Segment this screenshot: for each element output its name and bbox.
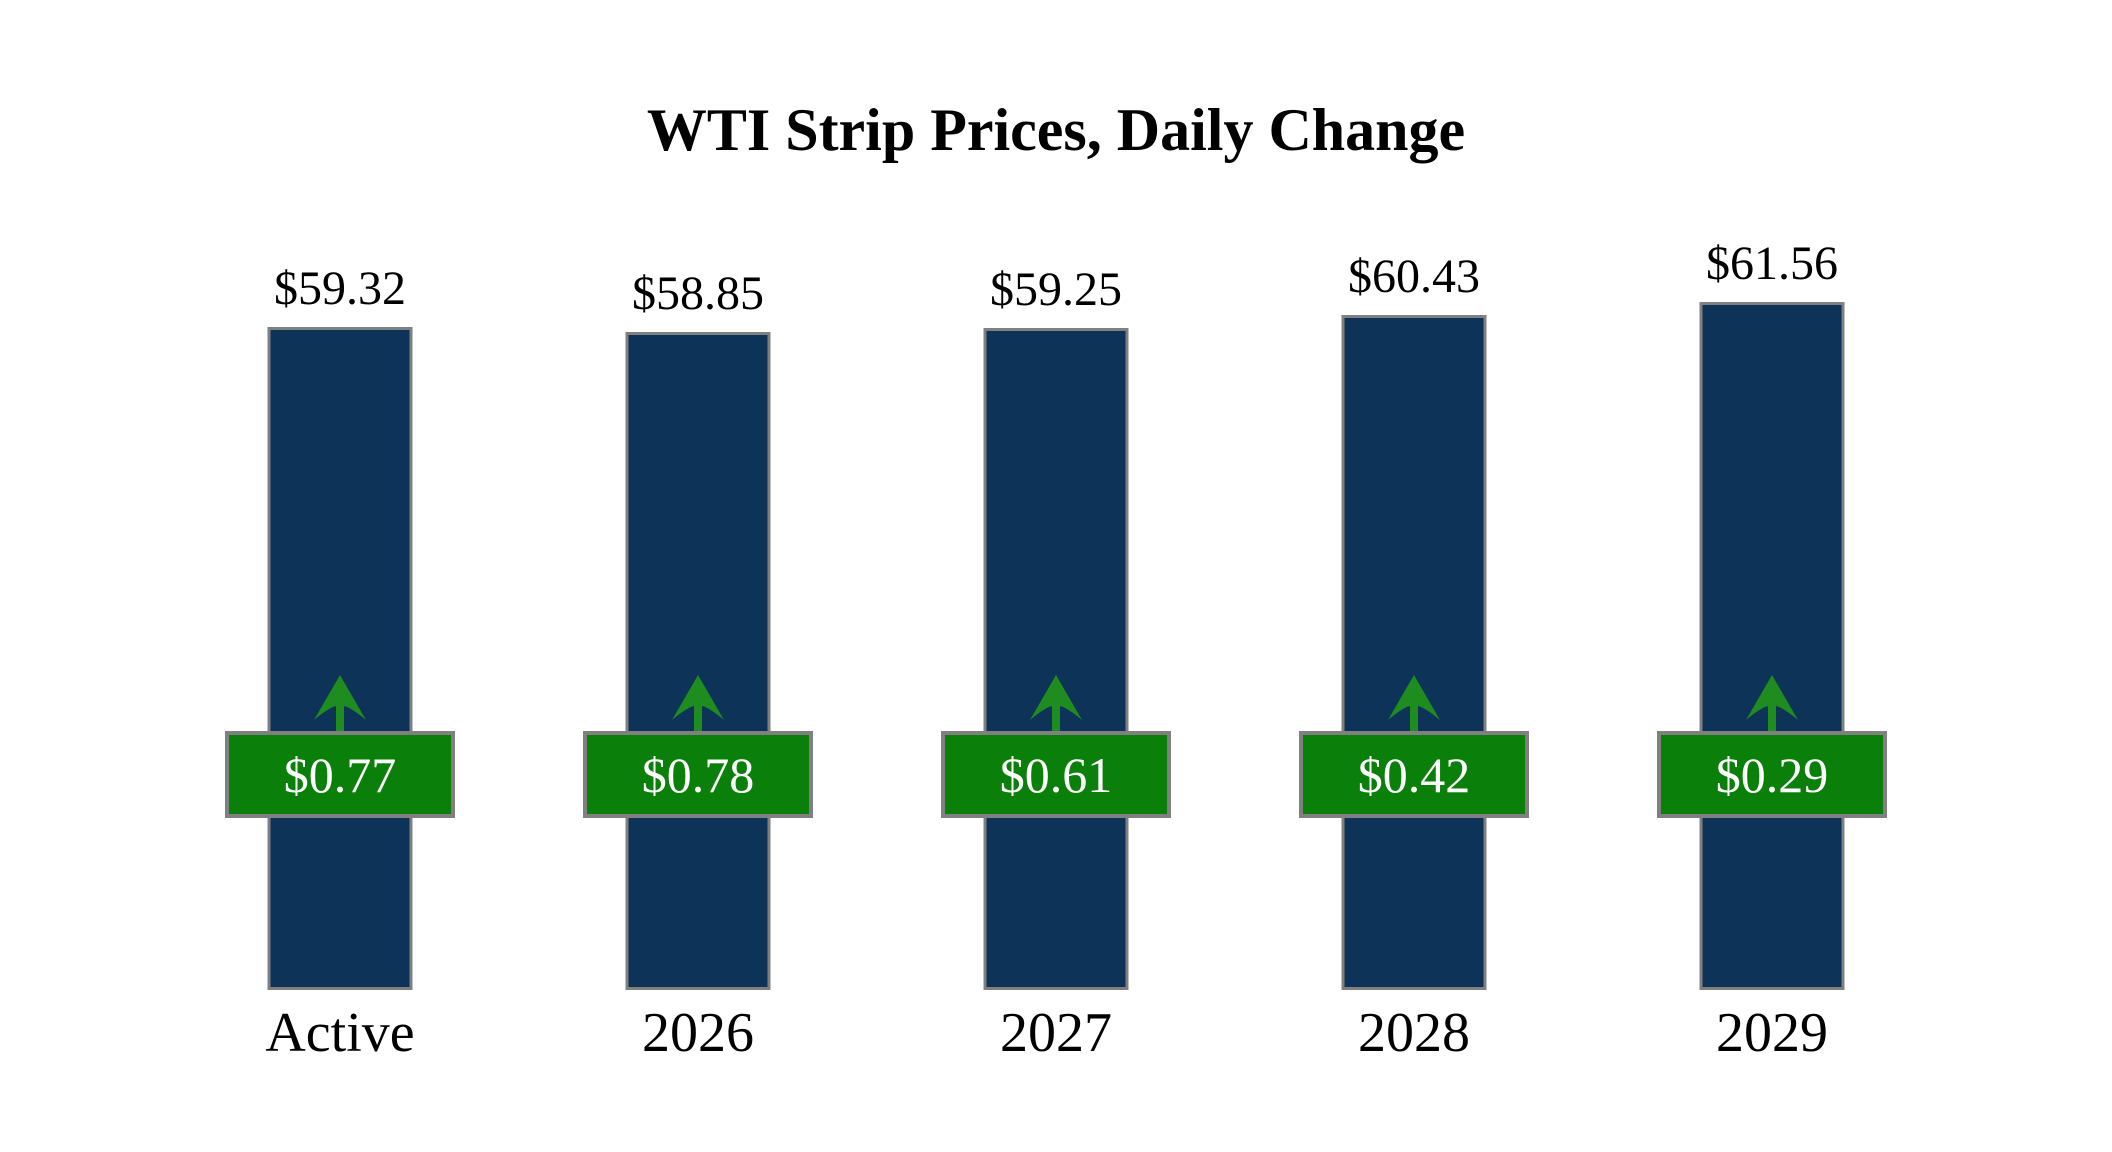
price-label: $58.85 xyxy=(632,267,764,320)
bar xyxy=(625,332,771,990)
bar-group: $59.32 $0.77 Active xyxy=(161,0,519,1152)
up-arrow-icon xyxy=(672,675,724,731)
category-label: 2026 xyxy=(642,1002,754,1064)
chart-title: WTI Strip Prices, Daily Change xyxy=(646,97,1466,163)
bar xyxy=(1699,302,1845,990)
change-value: $0.77 xyxy=(283,746,397,803)
up-arrow-icon xyxy=(1030,675,1082,731)
bar-group: $58.85 $0.78 2026 xyxy=(519,0,877,1152)
up-arrow-icon xyxy=(1746,675,1798,731)
change-badge: $0.77 xyxy=(225,731,455,818)
up-arrow-icon xyxy=(1388,675,1440,731)
category-label: Active xyxy=(265,1002,415,1064)
price-label: $59.25 xyxy=(990,263,1122,316)
category-label: 2027 xyxy=(1000,1002,1112,1064)
category-label: 2028 xyxy=(1358,1002,1470,1064)
change-badge: $0.42 xyxy=(1299,731,1529,818)
bar-group: $60.43 $0.42 2028 xyxy=(1235,0,1593,1152)
category-label: 2029 xyxy=(1716,1002,1828,1064)
change-badge: $0.78 xyxy=(583,731,813,818)
change-badge: $0.61 xyxy=(941,731,1171,818)
change-value: $0.61 xyxy=(999,746,1113,803)
bar xyxy=(267,327,413,990)
change-value: $0.78 xyxy=(641,746,755,803)
price-label: $61.56 xyxy=(1706,237,1838,290)
bar xyxy=(983,328,1129,990)
bar-group: $59.25 $0.61 2027 xyxy=(877,0,1235,1152)
change-value: $0.29 xyxy=(1715,746,1829,803)
up-arrow-icon xyxy=(314,675,366,731)
price-label: $59.32 xyxy=(274,262,406,315)
change-value: $0.42 xyxy=(1357,746,1471,803)
change-badge: $0.29 xyxy=(1657,731,1887,818)
bar xyxy=(1341,315,1487,990)
price-label: $60.43 xyxy=(1348,250,1480,303)
bar-group: $61.56 $0.29 2029 xyxy=(1593,0,1951,1152)
